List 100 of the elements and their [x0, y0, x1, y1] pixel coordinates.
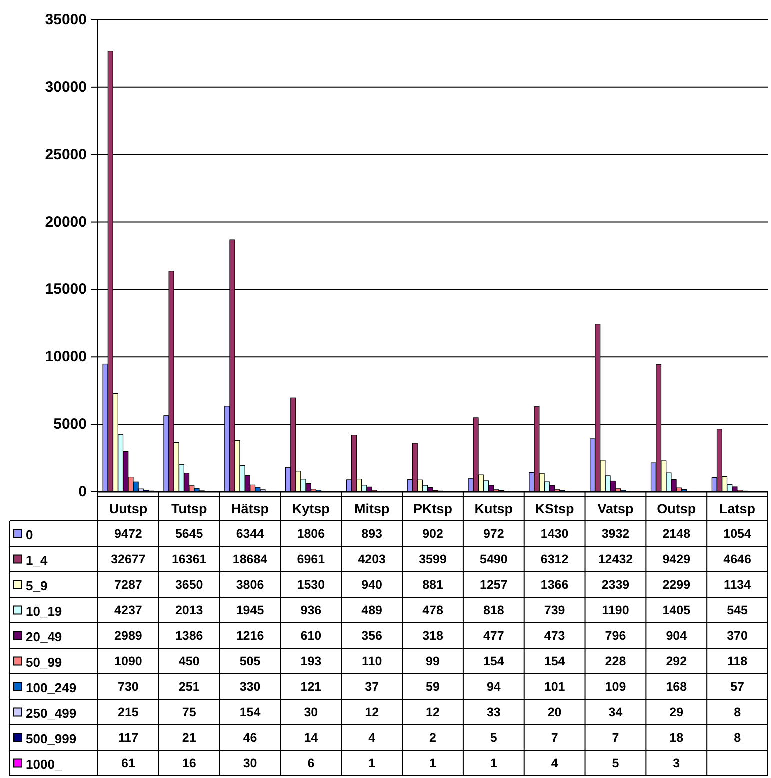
data-label: 6 [308, 756, 315, 770]
data-label: 34 [608, 705, 623, 720]
data-label: 3932 [602, 526, 630, 541]
data-label: 30 [243, 756, 258, 770]
data-label: 5490 [480, 552, 508, 566]
data-label: 545 [727, 603, 748, 618]
data-label: 9472 [114, 526, 142, 541]
data-label: 478 [422, 603, 444, 618]
data-label: 3806 [236, 578, 264, 592]
data-label: 881 [422, 578, 444, 592]
data-label: 2989 [114, 628, 142, 643]
data-label: 1190 [602, 603, 630, 618]
x-tick-label: Kytsp [292, 502, 330, 516]
data-label: 9429 [662, 552, 691, 566]
data-label: 251 [178, 680, 200, 694]
y-tick-label: 25000 [45, 146, 87, 164]
data-label: 16 [182, 756, 196, 770]
data-label: 109 [605, 680, 626, 694]
data-label: 215 [118, 705, 139, 720]
data-label: 121 [300, 680, 322, 694]
data-label: 117 [118, 730, 139, 745]
data-label: 1257 [480, 578, 508, 592]
data-label: 330 [240, 680, 261, 694]
data-label: 370 [727, 628, 748, 643]
data-label: 5645 [175, 526, 204, 541]
data-label: 12432 [598, 552, 634, 566]
y-tick-label: 35000 [45, 12, 87, 28]
data-label: 37 [365, 680, 380, 694]
data-label: 8 [734, 730, 742, 745]
data-label: 893 [362, 526, 383, 541]
data-label: 318 [422, 628, 444, 643]
data-label: 292 [666, 654, 688, 668]
data-label: 1430 [540, 526, 569, 541]
data-label: 193 [300, 654, 322, 668]
data-label: 154 [240, 705, 261, 720]
data-label: 30 [304, 705, 318, 720]
data-label: 972 [483, 526, 504, 541]
data-label: 7 [551, 730, 558, 745]
data-label: 59 [426, 680, 440, 694]
x-tick-label: Outsp [657, 502, 696, 516]
data-label: 99 [426, 654, 440, 668]
data-label: 12 [365, 705, 380, 720]
data-label: 7287 [114, 578, 142, 592]
data-label: 18 [670, 730, 684, 745]
data-label: 33 [486, 705, 501, 720]
data-label: 796 [605, 628, 626, 643]
data-label: 14 [304, 730, 318, 745]
data-label: 29 [670, 705, 684, 720]
data-label: 12 [426, 705, 440, 720]
legend-label: 50_99 [26, 654, 62, 670]
legend-label: 1_4 [26, 552, 48, 568]
data-label: 101 [544, 680, 566, 694]
data-label: 4646 [724, 552, 752, 566]
x-tick-label: KStsp [535, 502, 574, 516]
y-tick-label: 0 [78, 484, 87, 500]
data-label: 3650 [175, 578, 204, 592]
data-label: 4 [551, 756, 558, 770]
data-label: 1 [490, 756, 498, 770]
data-label: 118 [727, 654, 748, 668]
data-label: 18684 [232, 552, 268, 566]
data-label: 6961 [297, 552, 326, 566]
data-label: 1216 [236, 628, 264, 643]
data-label: 2148 [662, 526, 691, 541]
data-label: 5 [612, 756, 620, 770]
data-label: 94 [486, 680, 501, 694]
data-label: 940 [362, 578, 383, 592]
y-tick-label: 15000 [45, 281, 87, 298]
data-label: 739 [544, 603, 566, 618]
data-label: 730 [118, 680, 139, 694]
y-tick-label: 20000 [45, 214, 87, 231]
data-label: 1 [430, 756, 437, 770]
data-label: 1 [368, 756, 376, 770]
data-label: 16361 [172, 552, 207, 566]
data-label: 61 [122, 756, 136, 770]
x-tick-label: Tutsp [171, 502, 208, 516]
y-tick-label: 30000 [45, 78, 87, 96]
data-label: 1806 [297, 526, 326, 541]
data-label: 8 [734, 705, 742, 720]
data-label: 2339 [602, 578, 630, 592]
data-label: 610 [300, 628, 322, 643]
legend-label: 500_999 [26, 731, 77, 746]
data-label: 2 [430, 730, 437, 745]
legend-label: 10_19 [26, 604, 62, 619]
data-label: 1945 [236, 603, 264, 618]
data-label: 75 [182, 705, 196, 720]
data-label: 1530 [297, 578, 326, 592]
data-label: 154 [483, 654, 504, 668]
data-label: 4203 [358, 552, 386, 566]
data-label: 3599 [419, 552, 447, 566]
data-label: 1054 [724, 526, 752, 541]
x-tick-label: Kutsp [474, 502, 514, 516]
data-label: 168 [666, 680, 688, 694]
data-label: 450 [178, 654, 200, 668]
data-label: 473 [544, 628, 566, 643]
data-label: 818 [483, 603, 504, 618]
data-label: 477 [483, 628, 504, 643]
legend-label: 250_499 [26, 706, 77, 721]
x-tick-label: Mitsp [354, 502, 390, 516]
legend-label: 100_249 [26, 680, 77, 696]
data-label: 3 [673, 756, 680, 770]
